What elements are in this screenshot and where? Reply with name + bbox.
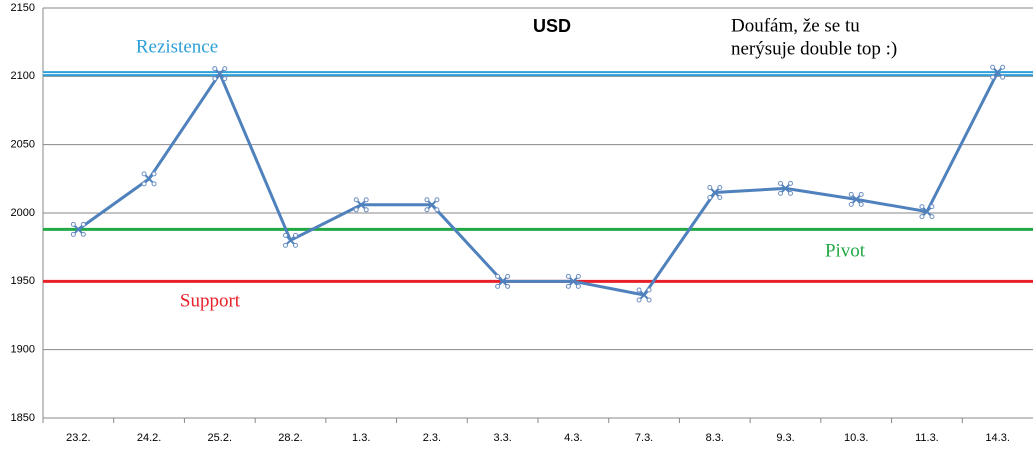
- marker-dot: [929, 214, 935, 220]
- marker-dot: [636, 287, 642, 293]
- marker-dot: [1000, 64, 1006, 70]
- marker-dot: [505, 273, 511, 279]
- marker-dot: [575, 273, 581, 279]
- x-tick-label: 23.2.: [66, 432, 90, 444]
- marker-dot: [788, 190, 793, 196]
- marker-dot: [919, 214, 925, 220]
- y-tick-label: 1900: [11, 344, 35, 356]
- marker-dot: [293, 242, 298, 248]
- marker-dot: [424, 207, 430, 213]
- marker-dot: [283, 232, 288, 238]
- marker-dot: [858, 201, 864, 207]
- x-tick-label: 14.3.: [985, 432, 1009, 444]
- marker-dot: [434, 207, 440, 213]
- x-tick-label: 3.3.: [493, 432, 511, 444]
- marker-dot: [929, 204, 935, 210]
- marker-dot: [505, 283, 511, 289]
- y-tick-label: 1950: [11, 275, 35, 287]
- y-tick-label: 2050: [11, 139, 35, 151]
- marker-dot: [565, 273, 571, 279]
- x-tick-label: 2.3.: [423, 432, 441, 444]
- series-line: [77, 70, 999, 297]
- x-tick-label: 9.3.: [776, 432, 794, 444]
- x-tick-label: 1.3.: [352, 432, 370, 444]
- marker-dot: [141, 181, 147, 187]
- marker-dot: [565, 283, 571, 289]
- x-tick-label: 25.2.: [208, 432, 232, 444]
- reference-label: Rezistence: [136, 36, 218, 57]
- annotation: nerýsuje double top :): [731, 38, 897, 59]
- marker-dot: [858, 191, 864, 197]
- marker-dot: [363, 207, 369, 213]
- marker-dot: [70, 221, 76, 227]
- marker-dot: [424, 197, 430, 203]
- marker-dot: [646, 297, 652, 303]
- marker-dot: [848, 191, 854, 197]
- marker-dot: [848, 201, 854, 207]
- x-tick-label: 28.2.: [278, 432, 302, 444]
- marker-dot: [363, 197, 369, 203]
- marker-dot: [575, 283, 581, 289]
- marker-dot: [353, 207, 359, 213]
- marker-dot: [212, 66, 218, 72]
- marker-dot: [353, 197, 359, 203]
- x-tick-label: 11.3.: [915, 432, 939, 444]
- y-tick-label: 2150: [11, 2, 35, 14]
- marker-dot: [434, 197, 440, 203]
- marker-dot: [717, 195, 723, 200]
- x-tick-label: 4.3.: [564, 432, 582, 444]
- marker-dot: [141, 171, 147, 177]
- marker-dot: [283, 242, 288, 248]
- marker-dot: [778, 190, 783, 196]
- x-tick-label: 8.3.: [706, 432, 724, 444]
- marker-dot: [80, 231, 86, 237]
- marker-dot: [1000, 74, 1006, 80]
- chart-title: USD: [533, 16, 571, 36]
- marker-dot: [222, 76, 228, 82]
- x-tick-label: 10.3.: [844, 432, 868, 444]
- y-tick-label: 1850: [11, 412, 35, 424]
- reference-label: Support: [180, 290, 241, 311]
- marker-dot: [151, 181, 157, 187]
- marker-dot: [293, 232, 298, 238]
- marker-dot: [990, 64, 996, 70]
- annotation: Doufám, že se tu: [731, 15, 860, 36]
- marker-dot: [80, 221, 86, 227]
- marker-dot: [707, 185, 713, 190]
- marker-dot: [778, 180, 783, 186]
- marker-dot: [70, 231, 76, 237]
- marker-dot: [151, 171, 157, 177]
- marker-dot: [919, 204, 925, 210]
- marker-dot: [990, 74, 996, 80]
- x-tick-label: 7.3.: [635, 432, 653, 444]
- y-tick-label: 2100: [11, 70, 35, 82]
- marker-dot: [717, 185, 723, 190]
- marker-dot: [495, 273, 501, 279]
- marker-dot: [707, 195, 713, 200]
- marker-dot: [495, 283, 501, 289]
- x-tick-label: 24.2.: [137, 432, 161, 444]
- marker-dot: [222, 66, 228, 72]
- reference-label: Pivot: [825, 240, 866, 261]
- marker-dot: [646, 287, 652, 293]
- y-tick-label: 2000: [11, 207, 35, 219]
- marker-dot: [212, 76, 218, 82]
- marker-dot: [636, 297, 642, 303]
- marker-dot: [788, 180, 793, 186]
